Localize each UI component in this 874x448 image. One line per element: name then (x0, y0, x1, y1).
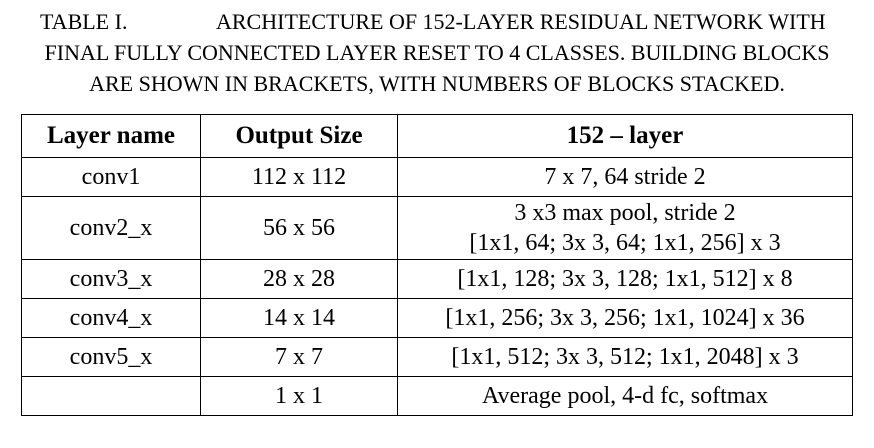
cell-output-size: 14 x 14 (200, 298, 398, 338)
header-152-layer: 152 – layer (397, 114, 853, 158)
table-number: TABLE I. (40, 9, 128, 34)
table-row: conv2_x 56 x 56 3 x3 max pool, stride 2 … (21, 196, 853, 260)
layer-spec-line: [1x1, 512; 3x 3, 512; 1x1, 2048] x 3 (451, 344, 799, 370)
table-header-row: Layer name Output Size 152 – layer (21, 114, 853, 158)
cell-layer-name: conv4_x (21, 298, 201, 338)
caption-line-2: FINAL FULLY CONNECTED LAYER RESET TO 4 C… (44, 40, 830, 65)
cell-output-size: 1 x 1 (200, 376, 398, 416)
header-output-size: Output Size (200, 114, 398, 158)
cell-layer-spec: 7 x 7, 64 stride 2 (397, 157, 853, 197)
table-row: 1 x 1 Average pool, 4-d fc, softmax (21, 376, 853, 416)
table-row: conv5_x 7 x 7 [1x1, 512; 3x 3, 512; 1x1,… (21, 337, 853, 377)
architecture-table: Layer name Output Size 152 – layer conv1… (21, 114, 853, 416)
cell-layer-name: conv5_x (21, 337, 201, 377)
cell-layer-spec: [1x1, 512; 3x 3, 512; 1x1, 2048] x 3 (397, 337, 853, 377)
layer-spec-line: 3 x3 max pool, stride 2 (514, 200, 736, 226)
table-row: conv3_x 28 x 28 [1x1, 128; 3x 3, 128; 1x… (21, 259, 853, 299)
cell-layer-name (21, 376, 201, 416)
layer-spec-line: [1x1, 128; 3x 3, 128; 1x1, 512] x 8 (457, 266, 793, 292)
caption-line-3: ARE SHOWN IN BRACKETS, WITH NUMBERS OF B… (89, 71, 785, 96)
caption-title: ARCHITECTURE OF 152-LAYER RESIDUAL NETWO… (216, 9, 826, 34)
layer-spec-line: [1x1, 256; 3x 3, 256; 1x1, 1024] x 36 (445, 305, 805, 331)
layer-spec-line: 7 x 7, 64 stride 2 (544, 164, 706, 190)
cell-layer-name: conv3_x (21, 259, 201, 299)
cell-layer-name: conv1 (21, 157, 201, 197)
table-caption: TABLE I. ARCHITECTURE OF 152-LAYER RESID… (0, 6, 874, 99)
header-layer-name: Layer name (21, 114, 201, 158)
table-row: conv4_x 14 x 14 [1x1, 256; 3x 3, 256; 1x… (21, 298, 853, 338)
cell-layer-spec: [1x1, 256; 3x 3, 256; 1x1, 1024] x 36 (397, 298, 853, 338)
cell-layer-spec: Average pool, 4-d fc, softmax (397, 376, 853, 416)
cell-layer-spec: 3 x3 max pool, stride 2 [1x1, 64; 3x 3, … (397, 196, 853, 260)
cell-layer-name: conv2_x (21, 196, 201, 260)
cell-layer-spec: [1x1, 128; 3x 3, 128; 1x1, 512] x 8 (397, 259, 853, 299)
caption-line-1: TABLE I. ARCHITECTURE OF 152-LAYER RESID… (0, 6, 874, 37)
cell-output-size: 7 x 7 (200, 337, 398, 377)
cell-output-size: 112 x 112 (200, 157, 398, 197)
table-row: conv1 112 x 112 7 x 7, 64 stride 2 (21, 157, 853, 197)
layer-spec-line: Average pool, 4-d fc, softmax (481, 383, 769, 409)
cell-output-size: 56 x 56 (200, 196, 398, 260)
cell-output-size: 28 x 28 (200, 259, 398, 299)
layer-spec-line: [1x1, 64; 3x 3, 64; 1x1, 256] x 3 (469, 230, 781, 256)
